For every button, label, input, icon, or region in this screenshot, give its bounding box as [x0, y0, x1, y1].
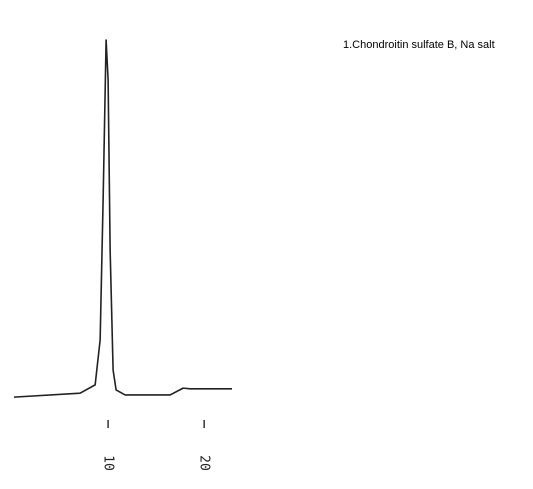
- x-tick-label: 20: [197, 455, 212, 471]
- trace: [13, 39, 232, 398]
- x-tick-label: 10: [101, 455, 116, 471]
- annotation: 1.Chondroitin sulfate B, Na salt: [343, 39, 495, 51]
